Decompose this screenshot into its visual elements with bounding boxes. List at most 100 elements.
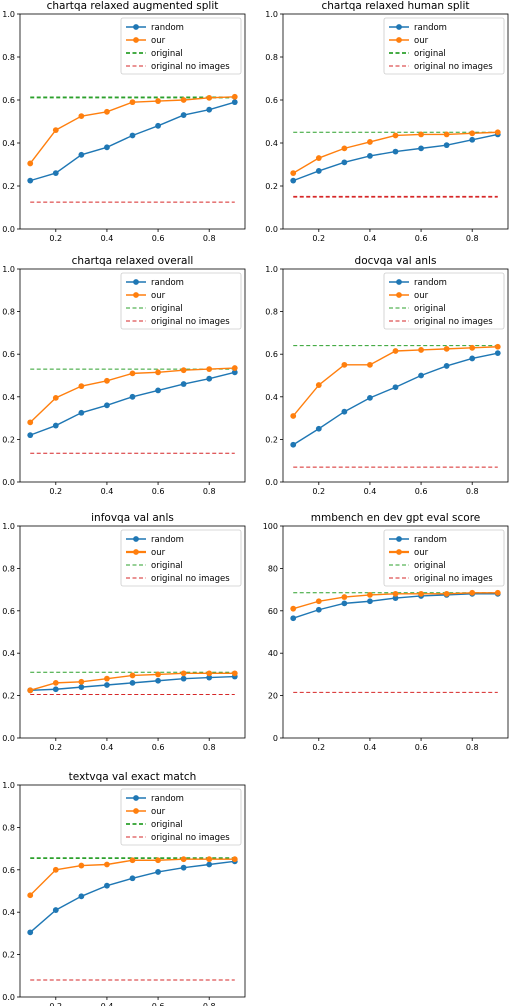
legend-label-original: original <box>414 304 446 314</box>
y-tick-label: 0.6 <box>2 96 15 105</box>
data-point-random <box>443 363 450 369</box>
data-point-random <box>27 929 34 936</box>
legend-label-our: our <box>151 548 166 558</box>
chart-panel-7: textvqa val exact match 0.0 0.2 0.4 0.6 0.8 1.… <box>2 771 246 1006</box>
series-line-random <box>30 101 235 182</box>
data-point-random <box>290 177 297 184</box>
x-tick-label: 0.4 <box>364 743 377 752</box>
data-point-our <box>290 413 297 419</box>
data-point-our <box>129 672 136 679</box>
data-point-random <box>27 432 34 439</box>
data-point-random <box>418 372 424 379</box>
data-point-our <box>104 675 110 682</box>
data-point-our <box>206 856 213 863</box>
data-point-random <box>231 99 238 106</box>
data-point-random <box>104 682 110 688</box>
x-tick-label: 0.2 <box>312 487 325 496</box>
data-point-random <box>367 153 373 159</box>
data-point-random <box>392 384 399 391</box>
x-tick-label: 0.6 <box>152 487 165 496</box>
x-tick-label: 0.2 <box>312 743 325 752</box>
y-tick-label: 0.4 <box>2 908 15 917</box>
y-tick-label: 1.0 <box>2 10 15 19</box>
legend: random our original original no images <box>120 788 242 846</box>
series-line-our <box>29 96 235 164</box>
data-point-our <box>341 145 348 152</box>
legend-label-random: random <box>151 23 184 33</box>
data-point-random <box>367 394 373 401</box>
data-point-our <box>180 367 187 374</box>
axes-frame <box>19 784 246 998</box>
data-point-our <box>104 861 110 868</box>
legend-box <box>383 272 505 330</box>
data-point-random <box>78 409 85 416</box>
legend-label-original: original <box>414 49 446 59</box>
data-point-random <box>392 148 399 155</box>
chart-title: chartqa relaxed augmented split <box>47 0 219 12</box>
x-tick-label: 0.8 <box>466 234 479 243</box>
data-point-random <box>104 882 110 889</box>
chart-panel-1: chartqa relaxed augmented split 0.0 0.2 0.4… <box>2 0 246 243</box>
data-point-random <box>155 677 161 684</box>
chart-title: chartqa relaxed overall <box>72 255 194 267</box>
data-point-our <box>392 590 399 597</box>
data-point-our <box>494 129 501 136</box>
data-point-our <box>155 369 161 376</box>
legend-label-our: our <box>414 36 429 46</box>
legend-marker-random <box>396 24 402 30</box>
data-point-random <box>290 615 297 622</box>
y-tick-label: 0.6 <box>2 866 15 875</box>
x-tick-label: 0.8 <box>203 743 216 752</box>
legend-label-random: random <box>151 535 184 545</box>
data-point-our <box>392 132 399 139</box>
y-tick-label: 80 <box>268 564 278 573</box>
data-point-our <box>27 687 34 694</box>
x-tick-label: 0.6 <box>415 487 428 496</box>
y-tick-label: 1.0 <box>2 522 15 531</box>
data-point-our <box>443 590 450 597</box>
y-tick-label: 1.0 <box>2 265 15 274</box>
data-point-our <box>129 857 136 864</box>
data-point-random <box>392 595 399 601</box>
data-point-random <box>367 598 373 605</box>
y-tick-label: 0.2 <box>265 435 278 444</box>
x-tick-label: 0.4 <box>364 487 377 496</box>
data-point-random <box>315 168 322 174</box>
data-point-our <box>469 344 476 351</box>
y-tick-label: 0.0 <box>2 225 15 234</box>
y-tick-label: 0.4 <box>2 139 15 148</box>
x-tick-label: 0.4 <box>364 234 377 243</box>
legend: random our original original no images <box>120 17 242 75</box>
legend-marker-our <box>396 292 402 298</box>
x-tick-label: 0.2 <box>312 234 325 243</box>
legend-marker-our <box>396 37 402 43</box>
data-point-our <box>443 345 450 352</box>
data-point-random <box>180 112 187 118</box>
data-point-random <box>78 684 85 691</box>
legend: random our original original no images <box>120 529 242 587</box>
data-point-our <box>315 382 322 388</box>
data-point-random <box>104 144 110 151</box>
x-tick-label: 0.6 <box>152 234 165 243</box>
data-point-random <box>231 369 238 376</box>
data-point-our <box>52 394 59 401</box>
data-point-our <box>78 678 85 685</box>
y-tick-label: 0.2 <box>2 951 15 960</box>
y-tick-label: 0.8 <box>265 308 278 317</box>
data-point-random <box>129 679 136 686</box>
data-point-our <box>231 670 238 677</box>
y-tick-label: 0.0 <box>2 734 15 743</box>
data-point-our <box>469 130 476 137</box>
data-point-our <box>155 671 161 678</box>
data-point-random <box>469 136 476 143</box>
legend-label-original-no-images: original no images <box>414 574 493 584</box>
data-point-our <box>392 348 399 354</box>
data-point-our <box>52 127 59 133</box>
y-tick-label: 0.2 <box>2 692 15 701</box>
data-point-our <box>315 598 322 605</box>
data-point-our <box>367 139 373 145</box>
data-point-random <box>78 151 85 158</box>
x-tick-label: 0.6 <box>415 234 428 243</box>
x-tick-label: 0.8 <box>203 487 216 496</box>
legend-marker-our <box>133 37 139 43</box>
